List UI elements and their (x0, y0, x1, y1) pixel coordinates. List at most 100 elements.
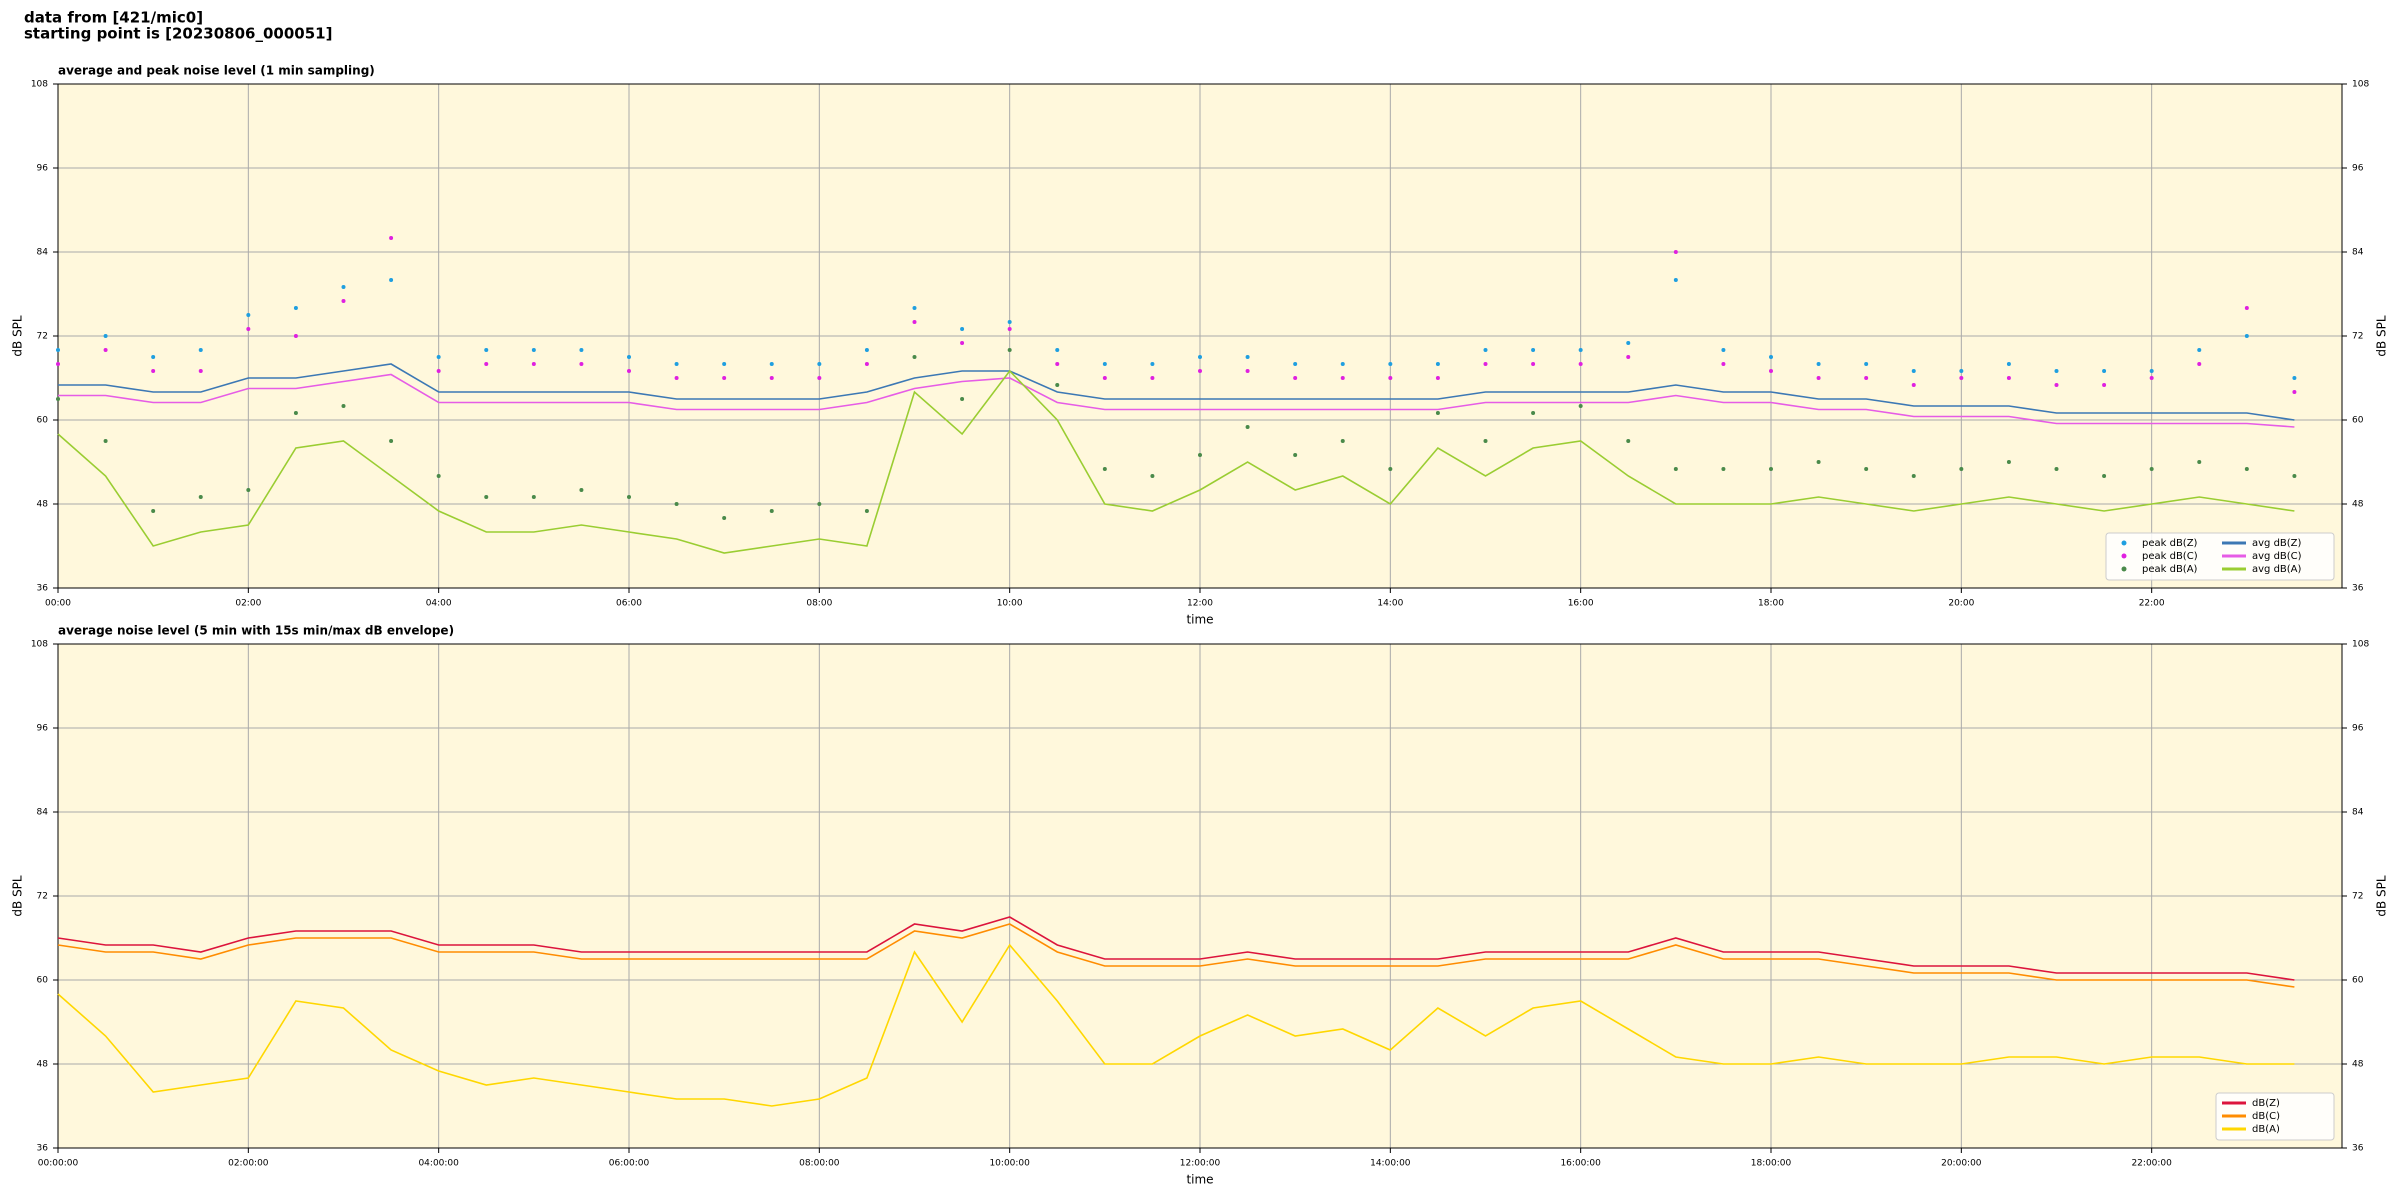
peak-point (2292, 390, 2297, 394)
x-tick-label: 10:00:00 (989, 1159, 1030, 1169)
peak-point (1340, 362, 1345, 366)
y-tick-label: 72 (2352, 332, 2363, 342)
peak-point (1673, 250, 1678, 254)
peak-point (2006, 376, 2011, 380)
peak-point (912, 320, 917, 324)
x-tick-label: 22:00:00 (2131, 1159, 2172, 1169)
peak-point (1626, 355, 1631, 359)
peak-point (2054, 369, 2059, 373)
peak-point (293, 411, 298, 415)
peak-point (1150, 474, 1155, 478)
peak-point (1769, 369, 1773, 373)
peak-point (1816, 460, 1821, 464)
x-tick-label: 14:00:00 (1370, 1159, 1411, 1169)
legend-box (2105, 532, 2335, 581)
peak-point (769, 509, 774, 513)
peak-point (960, 341, 965, 345)
peak-point (2006, 460, 2011, 464)
y-tick-label: 60 (37, 416, 49, 426)
peak-point (293, 306, 298, 310)
peak-point (1959, 376, 1964, 380)
peak-point (1483, 362, 1488, 366)
peak-point (1102, 376, 1107, 380)
peak-point (1769, 355, 1773, 359)
peak-point (1340, 439, 1345, 443)
chart-title: average and peak noise level (1 min samp… (58, 64, 375, 78)
series-line (57, 916, 2295, 981)
legend-marker (2121, 553, 2127, 559)
peak-point (1483, 439, 1488, 443)
x-axis-label: time (1186, 1173, 1213, 1187)
x-tick-label: 04:00 (426, 599, 452, 609)
peak-point (2149, 376, 2154, 380)
peak-point (1531, 348, 1536, 352)
peak-point (722, 362, 727, 366)
peak-point (1578, 404, 1583, 408)
peak-point (1816, 376, 1821, 380)
peak-point (484, 362, 489, 366)
peak-point (1911, 383, 1916, 387)
peak-point (103, 348, 108, 352)
y-tick-label: 84 (37, 248, 49, 258)
peak-point (579, 348, 584, 352)
plot-frame (57, 643, 2343, 1149)
y-tick-label: 48 (2352, 500, 2364, 510)
peak-point (2102, 474, 2107, 478)
peak-point (2149, 369, 2154, 373)
peak-point (817, 502, 822, 506)
peak-point (531, 362, 536, 366)
y-tick-label: 60 (2352, 416, 2364, 426)
y-tick-label: 84 (2352, 808, 2364, 818)
x-tick-label: 08:00:00 (799, 1159, 840, 1169)
peak-point (627, 355, 631, 359)
legend-label: peak dB(A) (2142, 564, 2198, 575)
legend-label: avg dB(C) (2252, 551, 2302, 562)
y-tick-label: 96 (37, 164, 49, 174)
x-tick-label: 12:00:00 (1180, 1159, 1221, 1169)
peak-point (1055, 362, 1060, 366)
peak-point (1578, 362, 1583, 366)
series-line (57, 923, 2295, 988)
legend-marker (2121, 566, 2127, 572)
peak-point (198, 348, 203, 352)
peak-point (2292, 376, 2297, 380)
x-tick-label: 02:00:00 (228, 1159, 269, 1169)
legend-label: dB(Z) (2252, 1098, 2280, 1109)
peak-point (1673, 278, 1678, 282)
peak-point (2244, 306, 2249, 310)
peak-point (817, 376, 822, 380)
y-axis-label: dB SPL (11, 875, 25, 917)
plot-frame (57, 83, 2343, 589)
peak-point (769, 376, 774, 380)
y-tick-label: 108 (2352, 80, 2369, 90)
peak-point (436, 355, 441, 359)
series-line (58, 373, 2295, 428)
y-tick-label: 72 (37, 332, 48, 342)
x-tick-label: 16:00 (1568, 599, 1594, 609)
x-tick-label: 14:00 (1377, 599, 1403, 609)
y-tick-label: 84 (2352, 248, 2364, 258)
peak-point (56, 362, 60, 366)
x-axis-label: time (1186, 613, 1213, 627)
peak-point (2006, 362, 2011, 366)
peak-point (1340, 376, 1345, 380)
peak-point (389, 278, 394, 282)
peak-point (1150, 376, 1155, 380)
peak-point (1721, 348, 1726, 352)
peak-point (389, 236, 394, 240)
legend-label: peak dB(Z) (2142, 538, 2198, 549)
peak-point (1198, 369, 1202, 373)
peak-point (2149, 467, 2154, 471)
peak-point (1531, 411, 1536, 415)
peak-point (1198, 453, 1202, 457)
peak-point (1293, 453, 1298, 457)
legend-label: avg dB(A) (2252, 564, 2302, 575)
peak-point (912, 306, 917, 310)
peak-point (1245, 355, 1250, 359)
series-line (58, 363, 2295, 421)
peak-point (151, 509, 156, 513)
peak-point (1959, 467, 1964, 471)
series-line (57, 943, 2295, 1107)
